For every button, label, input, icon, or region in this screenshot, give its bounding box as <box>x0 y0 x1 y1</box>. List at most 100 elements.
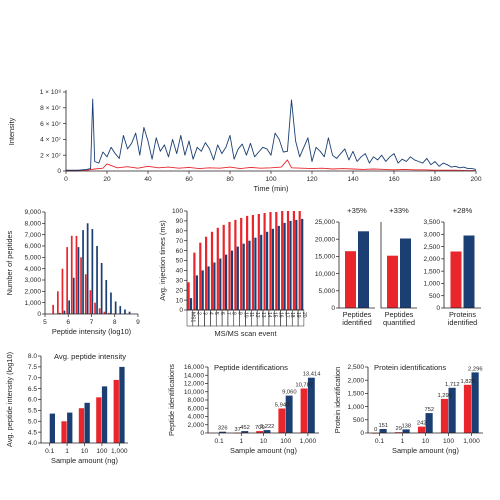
injection-bar-blue <box>260 234 263 310</box>
x-tick-label: 7 <box>90 319 94 326</box>
injection-bar-blue <box>189 298 193 310</box>
x-tick-label: 120 <box>306 176 317 183</box>
peptides-quantified-panel: +33% Peptides quantified <box>380 206 417 327</box>
y-tick-label: 20 <box>176 287 184 294</box>
y-tick-label: 1,000 <box>24 300 41 307</box>
x-tick-label: 6 <box>66 319 70 326</box>
y-tick-label: 7.5 <box>28 364 37 371</box>
data-label: 0 <box>374 427 377 433</box>
amount-bar-blue <box>379 429 387 433</box>
injection-bar-red <box>193 252 196 310</box>
y-tick-label: 500 <box>429 293 440 300</box>
injection-bar-blue <box>230 250 234 310</box>
data-label: 37 <box>234 427 240 433</box>
amount-bar-blue <box>101 386 108 443</box>
data-label: 10,787 <box>295 383 313 389</box>
histogram-bar-blue <box>124 309 126 314</box>
y-tick-label: 1,500 <box>347 391 364 398</box>
y-tick-label: 0 <box>179 307 183 314</box>
y-tick-label: 80 <box>176 228 184 235</box>
injection-axes <box>186 211 304 311</box>
histogram-bar-red <box>70 235 73 314</box>
summary-bar-red <box>345 251 356 308</box>
amount-bar-blue <box>425 413 433 433</box>
amount-bar-blue <box>67 412 73 443</box>
x-tick-label: 100 <box>96 448 107 455</box>
histogram-bar-red <box>84 274 87 314</box>
percent-change-label: +35% <box>347 206 367 215</box>
data-label: 9,060 <box>282 390 297 396</box>
y-tick-label: 1,500 <box>423 268 440 275</box>
avg-peptide-intensity-panel: 0.1 1 10 100 1,000 4.0 4.5 5.0 5.5 6.0 6.5 7.0 7.5 8.… <box>5 352 128 465</box>
y-tick-label: 7.0 <box>28 375 37 382</box>
histogram-bar-blue <box>82 230 84 314</box>
x-tick-label: 100 <box>443 438 454 445</box>
y-tick-label: 2,500 <box>423 244 440 251</box>
data-label: 452 <box>240 425 250 431</box>
panel-title: Protein identifications <box>374 363 446 372</box>
peptides-quantified-axes <box>380 222 417 309</box>
data-label: 242 <box>417 421 427 427</box>
data-label: 1,825 <box>460 379 475 385</box>
x-tick-label: 0.1 <box>215 438 224 445</box>
y-tick-label: 2 × 10⁷ <box>40 152 62 159</box>
amount-bar-blue <box>448 387 456 433</box>
y-tick-label: 0 <box>436 305 440 312</box>
y-tick-label: 50 <box>176 258 184 265</box>
amount-bar-red <box>61 421 67 444</box>
histogram-bar-blue <box>77 247 80 314</box>
y-tick-label: 0 <box>360 430 364 437</box>
panel-title: Peptide identifications <box>214 363 288 372</box>
y-tick-label: 12,000 <box>184 381 205 388</box>
data-label: 752 <box>424 407 434 413</box>
injection-bar-blue <box>225 254 228 310</box>
x-tick-label: 1 <box>401 438 405 445</box>
injection-time-panel: MS1 2 3 4 5 6 7 8 9 10 11 12 13 14 15 16 17 18 19 200102030… <box>158 208 307 338</box>
peptides-identified-panel: 0 5,000 10,000 15,000 20,000 25,000 +35% Peptid… <box>315 206 375 327</box>
x-tick-label: 10 <box>422 438 430 445</box>
summary-bar-red <box>450 251 462 308</box>
y-tick-label: 90 <box>176 218 184 225</box>
data-label: 13,414 <box>303 372 322 378</box>
data-label: 5,940 <box>275 402 290 408</box>
y-tick-label: 0 <box>57 168 61 175</box>
amount-bar-blue <box>402 429 410 433</box>
y-tick-label: 4.0 <box>28 440 37 447</box>
y-tick-label: 70 <box>176 238 184 245</box>
injection-bar-red <box>275 212 278 310</box>
y-tick-label: 0 <box>200 430 204 437</box>
y-axis-title: Peptide identifications <box>167 364 176 436</box>
amount-bar-blue <box>471 372 479 433</box>
y-tick-label: 6 × 10⁷ <box>40 121 62 128</box>
y-tick-label: 16,000 <box>184 364 205 371</box>
x-axis-title-line: Proteins <box>449 310 476 319</box>
injection-bar-red <box>222 224 225 310</box>
injection-bar-red <box>187 282 190 310</box>
injection-bar-red <box>298 211 301 310</box>
data-label: 138 <box>401 423 411 429</box>
chromatogram-panel: 0 20 40 60 80 100 120 140 160 180 200 0 2 × 10⁷ 4 × 1… <box>7 89 482 193</box>
x-tick-label: 140 <box>347 176 358 183</box>
injection-bar-red <box>292 211 295 310</box>
series-line-red <box>66 159 476 172</box>
data-label: 709 <box>255 425 265 431</box>
x-tick-label: 200 <box>470 176 481 183</box>
injection-bar-blue <box>248 240 251 310</box>
histogram-bar-red <box>75 235 78 314</box>
x-tick-label: 60 <box>185 176 193 183</box>
injection-bar-blue <box>219 258 222 310</box>
histogram-bar-blue <box>72 277 75 314</box>
y-tick-label: 9,000 <box>24 209 41 216</box>
x-tick-label: 0 <box>64 176 68 183</box>
y-tick-label: 1,000 <box>347 404 364 411</box>
histogram-bar-blue <box>58 312 61 314</box>
histogram-bar-red <box>80 257 82 314</box>
y-tick-label: 2,000 <box>187 422 204 429</box>
y-tick-label: 15,000 <box>315 254 336 261</box>
injection-bar-blue <box>289 220 292 310</box>
x-axis-title-line: Peptides <box>343 310 372 319</box>
y-tick-label: 6.0 <box>28 397 37 404</box>
y-tick-label: 3,000 <box>423 231 440 238</box>
x-tick-label: 100 <box>280 438 291 445</box>
